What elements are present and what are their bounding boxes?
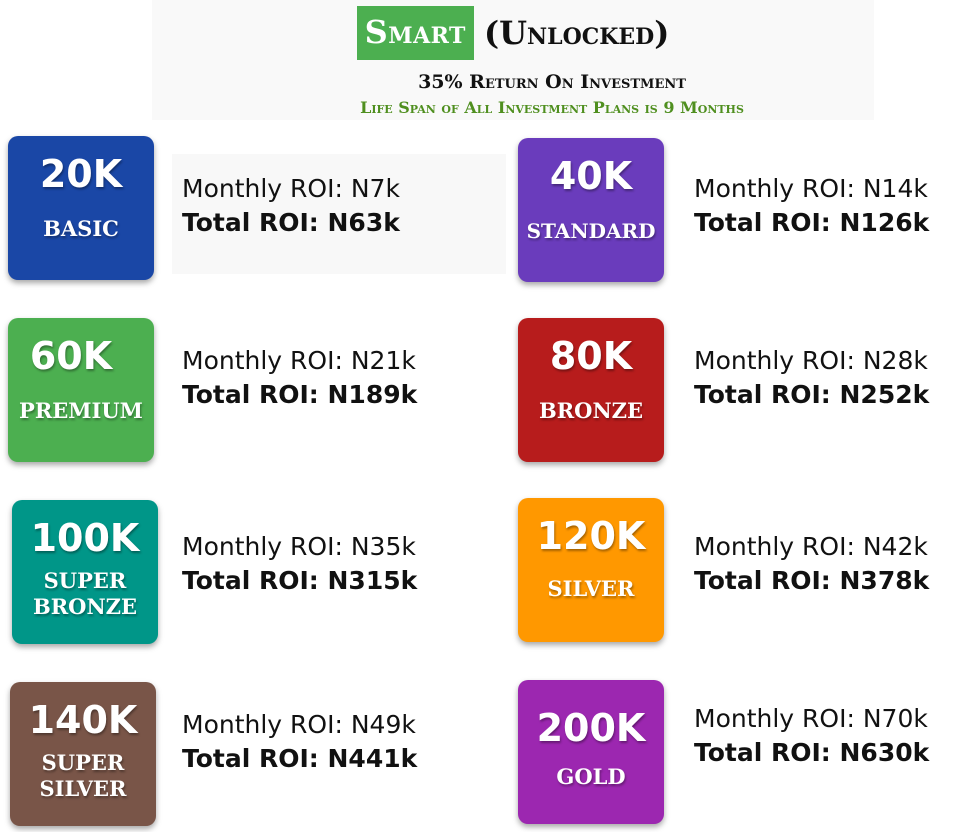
monthly-roi: Monthly ROI: N28k [694,346,928,375]
monthly-roi: Monthly ROI: N14k [694,174,928,203]
monthly-roi: Monthly ROI: N49k [182,710,416,739]
total-roi: Total ROI: N315k [182,566,418,595]
plan-name: SUPER SILVER [39,750,127,801]
plan-info-super-bronze: Monthly ROI: N35k Total ROI: N315k [182,530,452,598]
plan-badge-super-silver[interactable]: 140K SUPER SILVER [10,682,156,826]
plan-amount: 20K [39,152,123,196]
plan-badge-super-bronze[interactable]: 100K SUPER BRONZE [12,500,158,644]
plan-name: STANDARD [526,219,656,243]
plan-info-basic: Monthly ROI: N7k Total ROI: N63k [182,172,452,240]
total-roi: Total ROI: N63k [182,208,400,237]
plan-badge-silver[interactable]: 120K SILVER [518,498,664,642]
plan-amount: 140K [28,698,138,742]
total-roi: Total ROI: N378k [694,566,930,595]
total-roi: Total ROI: N630k [694,738,930,767]
plan-amount: 40K [549,154,633,198]
plan-amount: 200K [536,706,646,750]
plan-info-silver: Monthly ROI: N42k Total ROI: N378k [694,530,964,598]
plan-badge-basic[interactable]: 20K BASIC [8,136,154,280]
plan-name: BASIC [43,216,119,241]
total-roi: Total ROI: N252k [694,380,930,409]
lifespan-note: Life Span of All Investment Plans is 9 M… [360,98,744,117]
total-roi: Total ROI: N441k [182,744,418,773]
plan-category-title: Smart [356,6,474,60]
monthly-roi: Monthly ROI: N70k [694,704,928,733]
plan-name: BRONZE [538,398,644,423]
monthly-roi: Monthly ROI: N21k [182,346,416,375]
plan-badge-bronze[interactable]: 80K BRONZE [518,318,664,462]
plan-info-bronze: Monthly ROI: N28k Total ROI: N252k [694,344,964,412]
plan-info-gold: Monthly ROI: N70k Total ROI: N630k [694,702,964,770]
roi-subtitle: 35% Return On Investment [418,71,686,93]
plan-info-standard: Monthly ROI: N14k Total ROI: N126k [694,172,964,240]
monthly-roi: Monthly ROI: N7k [182,174,400,203]
plan-name: GOLD [556,764,626,789]
total-roi: Total ROI: N189k [182,380,418,409]
title-row: Smart (Unlocked) [152,4,874,62]
header-panel: Smart (Unlocked) 35% Return On Investmen… [152,0,874,120]
plan-amount: 80K [549,334,633,378]
monthly-roi: Monthly ROI: N42k [694,532,928,561]
total-roi: Total ROI: N126k [694,208,930,237]
plan-amount: 100K [30,516,140,560]
plan-info-super-silver: Monthly ROI: N49k Total ROI: N441k [182,708,452,776]
plan-name: SUPER BRONZE [32,568,138,619]
info-shade [172,154,506,274]
unlock-status: (Unlocked) [483,14,670,52]
plan-amount: 60K [29,334,113,378]
plan-name: PREMIUM [19,398,143,423]
plan-amount: 120K [536,514,646,558]
plan-info-premium: Monthly ROI: N21k Total ROI: N189k [182,344,452,412]
plan-badge-premium[interactable]: 60K PREMIUM [8,318,154,462]
plan-name: SILVER [547,576,635,601]
plan-badge-gold[interactable]: 200K GOLD [518,680,664,824]
monthly-roi: Monthly ROI: N35k [182,532,416,561]
plan-badge-standard[interactable]: 40K STANDARD [518,138,664,282]
